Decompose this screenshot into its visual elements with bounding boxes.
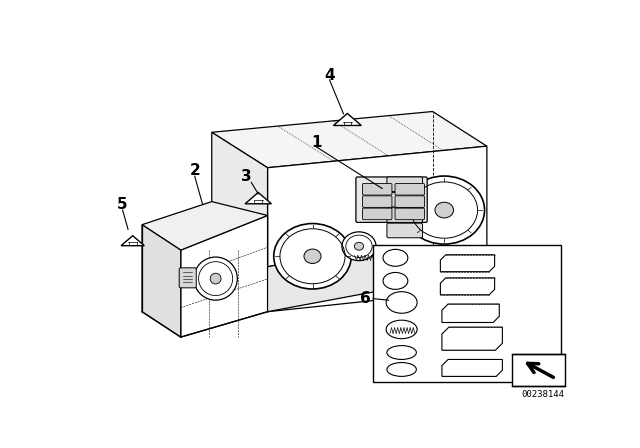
Ellipse shape [387, 362, 417, 376]
Ellipse shape [355, 242, 364, 250]
Ellipse shape [386, 292, 417, 313]
FancyBboxPatch shape [179, 268, 196, 288]
Polygon shape [442, 327, 502, 350]
FancyBboxPatch shape [395, 184, 424, 195]
Polygon shape [142, 202, 268, 250]
Polygon shape [212, 112, 487, 168]
Text: 4: 4 [324, 68, 335, 83]
Ellipse shape [387, 345, 417, 359]
Polygon shape [212, 132, 268, 312]
Polygon shape [142, 225, 180, 337]
Bar [513, 354, 565, 386]
Polygon shape [442, 304, 499, 323]
Polygon shape [121, 236, 145, 246]
Bar [373, 245, 561, 382]
Text: 6: 6 [360, 291, 371, 306]
Polygon shape [245, 193, 271, 204]
Polygon shape [333, 113, 362, 125]
FancyBboxPatch shape [356, 177, 428, 222]
Polygon shape [268, 146, 487, 312]
Polygon shape [440, 255, 495, 271]
Polygon shape [440, 278, 495, 295]
Ellipse shape [274, 224, 351, 289]
Ellipse shape [435, 202, 454, 218]
Ellipse shape [386, 320, 417, 339]
Ellipse shape [404, 176, 484, 244]
FancyBboxPatch shape [387, 192, 422, 207]
Polygon shape [442, 359, 502, 376]
FancyBboxPatch shape [395, 196, 424, 207]
FancyBboxPatch shape [395, 208, 424, 220]
FancyBboxPatch shape [362, 208, 392, 220]
Ellipse shape [383, 250, 408, 266]
Ellipse shape [383, 272, 408, 289]
FancyBboxPatch shape [387, 177, 422, 192]
Text: 2: 2 [189, 164, 200, 178]
Ellipse shape [210, 273, 221, 284]
FancyBboxPatch shape [387, 223, 422, 238]
FancyBboxPatch shape [362, 184, 392, 195]
Text: 5: 5 [117, 197, 128, 212]
Polygon shape [212, 246, 433, 312]
Polygon shape [180, 215, 268, 337]
FancyBboxPatch shape [387, 208, 422, 222]
Ellipse shape [342, 232, 376, 261]
FancyBboxPatch shape [362, 196, 392, 207]
Text: 3: 3 [241, 169, 252, 185]
Text: 00238144: 00238144 [521, 390, 564, 399]
Ellipse shape [194, 257, 237, 300]
Text: 1: 1 [311, 135, 322, 150]
Ellipse shape [304, 249, 321, 263]
